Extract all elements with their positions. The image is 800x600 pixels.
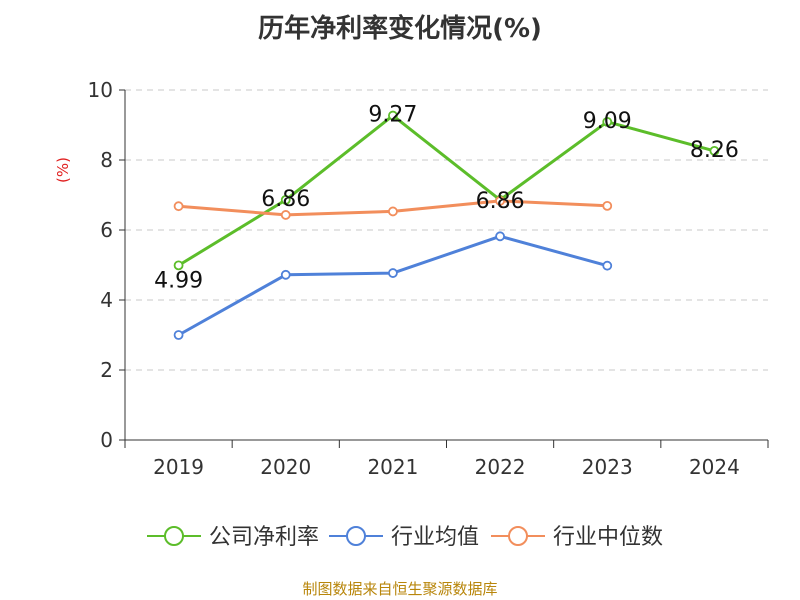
data-point bbox=[280, 194, 291, 205]
data-point bbox=[388, 206, 398, 217]
source-note: 制图数据来自恒生聚源数据库 bbox=[302, 580, 498, 598]
data-point bbox=[388, 110, 398, 121]
legend-item[interactable]: 公司净利率 bbox=[147, 525, 319, 550]
axes: 0 2 4 6 8 10 (%) 2019 2020 2021 2022 2023 2024 bbox=[54, 78, 769, 479]
series-lines bbox=[173, 110, 720, 340]
data-point bbox=[602, 116, 613, 127]
legend-item[interactable]: 行业中位数 bbox=[491, 525, 663, 550]
legend[interactable]: 公司净利率 行业均值 行业中位数 bbox=[147, 525, 663, 550]
legend-label: 行业中位数 bbox=[553, 525, 663, 550]
x-tick-label: 2021 bbox=[367, 455, 418, 479]
data-label: 6.86 bbox=[476, 189, 525, 214]
data-point bbox=[602, 260, 613, 271]
x-tick-label: 2024 bbox=[689, 455, 740, 479]
data-point bbox=[173, 330, 184, 340]
x-tick-label: 2020 bbox=[260, 455, 311, 479]
data-label: 6.86 bbox=[261, 187, 310, 212]
x-tick-label: 2022 bbox=[475, 455, 526, 479]
legend-label: 公司净利率 bbox=[209, 525, 319, 550]
y-tick-label: 4 bbox=[100, 288, 113, 312]
y-tick-label: 6 bbox=[100, 218, 113, 242]
grid-lines bbox=[125, 89, 768, 371]
data-label: 4.99 bbox=[154, 268, 203, 293]
y-tick-label: 0 bbox=[100, 428, 113, 452]
series-line bbox=[177, 234, 608, 337]
data-labels: 4.99 6.86 9.27 6.86 9.09 8.26 bbox=[154, 103, 739, 294]
legend-marker bbox=[164, 526, 184, 546]
legend-marker bbox=[508, 526, 528, 546]
data-point bbox=[173, 260, 184, 271]
data-point bbox=[495, 196, 505, 206]
data-label: 9.27 bbox=[368, 103, 417, 128]
series-line bbox=[177, 114, 715, 267]
y-tick-label: 10 bbox=[88, 78, 113, 102]
data-point bbox=[173, 201, 184, 212]
data-point bbox=[709, 145, 720, 156]
y-tick-label: 8 bbox=[100, 148, 113, 172]
x-tick-label: 2023 bbox=[582, 455, 633, 479]
legend-marker bbox=[346, 526, 366, 546]
data-point bbox=[602, 200, 613, 211]
data-point bbox=[280, 210, 291, 220]
data-point bbox=[495, 231, 505, 242]
legend-item[interactable]: 行业均值 bbox=[329, 525, 479, 550]
data-point bbox=[388, 268, 398, 278]
y-axis-label: (%) bbox=[54, 157, 72, 183]
y-tick-label: 2 bbox=[100, 358, 113, 382]
chart-title: 历年净利率变化情况(%) bbox=[258, 14, 542, 44]
data-label: 8.26 bbox=[690, 138, 739, 163]
x-tick-label: 2019 bbox=[153, 455, 204, 479]
data-label: 9.09 bbox=[583, 109, 632, 134]
data-point bbox=[280, 269, 291, 280]
legend-label: 行业均值 bbox=[391, 525, 479, 550]
